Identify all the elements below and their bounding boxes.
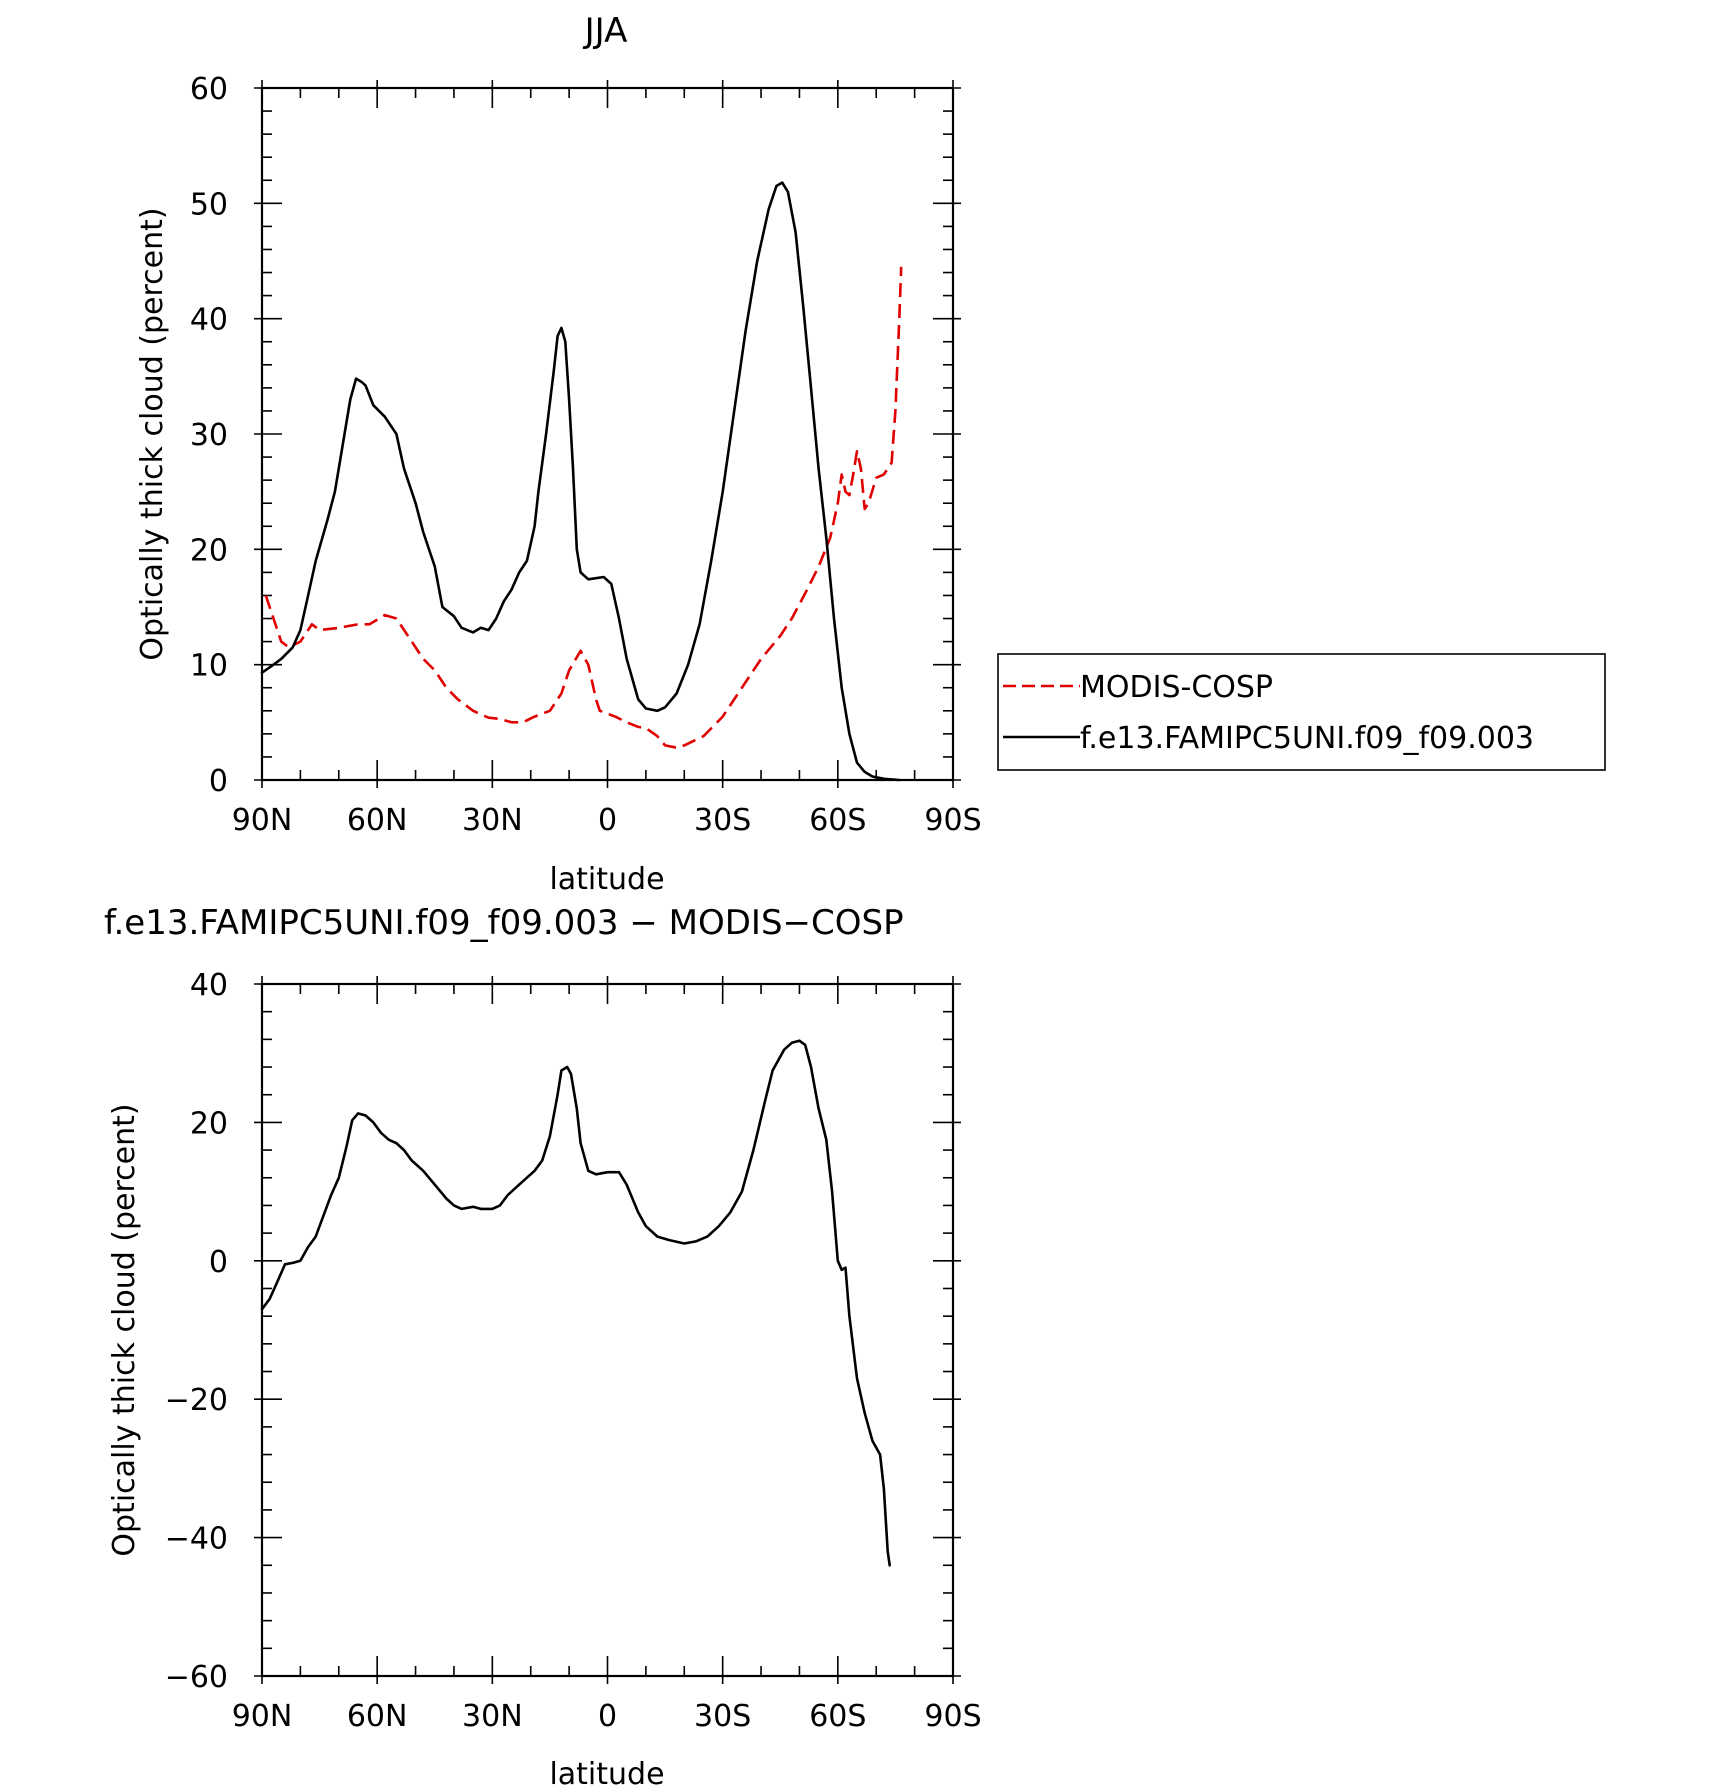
bottom-x-tick-label: 30N xyxy=(462,1699,523,1734)
legend: MODIS-COSP f.e13.FAMIPC5UNI.f09_f09.003 xyxy=(997,653,1606,771)
top-series-group xyxy=(260,181,903,782)
legend-label-model: f.e13.FAMIPC5UNI.f09_f09.003 xyxy=(1080,721,1534,756)
top-y-tick-label: 20 xyxy=(190,533,228,568)
bottom-chart-title: f.e13.FAMIPC5UNI.f09_f09.003 − MODIS−COS… xyxy=(104,903,904,943)
bottom-y-tick-label: −60 xyxy=(165,1660,228,1695)
top-series-line-0 xyxy=(264,266,903,749)
bottom-x-tick-label: 60N xyxy=(347,1699,408,1734)
top-axis-ticks xyxy=(254,80,961,788)
bottom-x-tick-label: 90N xyxy=(232,1699,293,1734)
top-y-tick-label: 10 xyxy=(190,649,228,684)
top-y-tick-labels: 0 10 20 30 40 50 60 xyxy=(190,72,228,799)
bottom-x-tick-labels: 90N 60N 30N 0 30S 60S 90S xyxy=(232,1699,982,1734)
bottom-axis-ticks xyxy=(254,976,961,1684)
bottom-y-axis-label: Optically thick cloud (percent) xyxy=(107,1103,142,1556)
bottom-panel: f.e13.FAMIPC5UNI.f09_f09.003 − MODIS−COS… xyxy=(104,903,982,1789)
top-x-axis-label: latitude xyxy=(549,862,664,897)
bottom-series-line-0 xyxy=(260,1039,891,1567)
top-x-tick-labels: 90N 60N 30N 0 30S 60S 90S xyxy=(232,803,982,838)
bottom-plot-frame xyxy=(260,982,955,1678)
bottom-y-tick-label: 20 xyxy=(190,1106,228,1141)
top-y-axis-label: Optically thick cloud (percent) xyxy=(135,207,170,660)
top-x-tick-label: 30N xyxy=(462,803,523,838)
bottom-y-tick-label: −40 xyxy=(165,1522,228,1557)
top-x-tick-label: 60S xyxy=(809,803,866,838)
bottom-y-tick-labels: −60 −40 −20 0 20 40 xyxy=(165,968,228,1695)
legend-box xyxy=(997,653,1606,771)
top-plot-frame xyxy=(260,86,955,782)
top-y-tick-label: 60 xyxy=(190,72,228,107)
bottom-x-tick-label: 30S xyxy=(694,1699,751,1734)
bottom-y-tick-label: −20 xyxy=(165,1383,228,1418)
bottom-x-tick-label: 60S xyxy=(809,1699,866,1734)
legend-label-modis: MODIS-COSP xyxy=(1080,670,1273,705)
top-y-tick-label: 40 xyxy=(190,303,228,338)
top-x-tick-label: 0 xyxy=(598,803,617,838)
bottom-x-tick-label: 0 xyxy=(598,1699,617,1734)
top-panel: JJA 0 10 20 30 40 50 60 90N 60N 30N 0 30… xyxy=(135,11,1606,897)
top-y-tick-label: 0 xyxy=(209,764,228,799)
top-chart-title: JJA xyxy=(583,11,628,51)
top-x-tick-label: 90N xyxy=(232,803,293,838)
top-x-tick-label: 60N xyxy=(347,803,408,838)
bottom-x-axis-label: latitude xyxy=(549,1757,664,1789)
bottom-y-tick-label: 40 xyxy=(190,968,228,1003)
top-y-tick-label: 50 xyxy=(190,187,228,222)
top-y-tick-label: 30 xyxy=(190,418,228,453)
top-x-tick-label: 30S xyxy=(694,803,751,838)
top-x-tick-label: 90S xyxy=(924,803,981,838)
bottom-x-tick-label: 90S xyxy=(924,1699,981,1734)
bottom-series-group xyxy=(260,1039,891,1567)
top-series-line-1 xyxy=(260,181,901,782)
bottom-y-tick-label: 0 xyxy=(209,1245,228,1280)
